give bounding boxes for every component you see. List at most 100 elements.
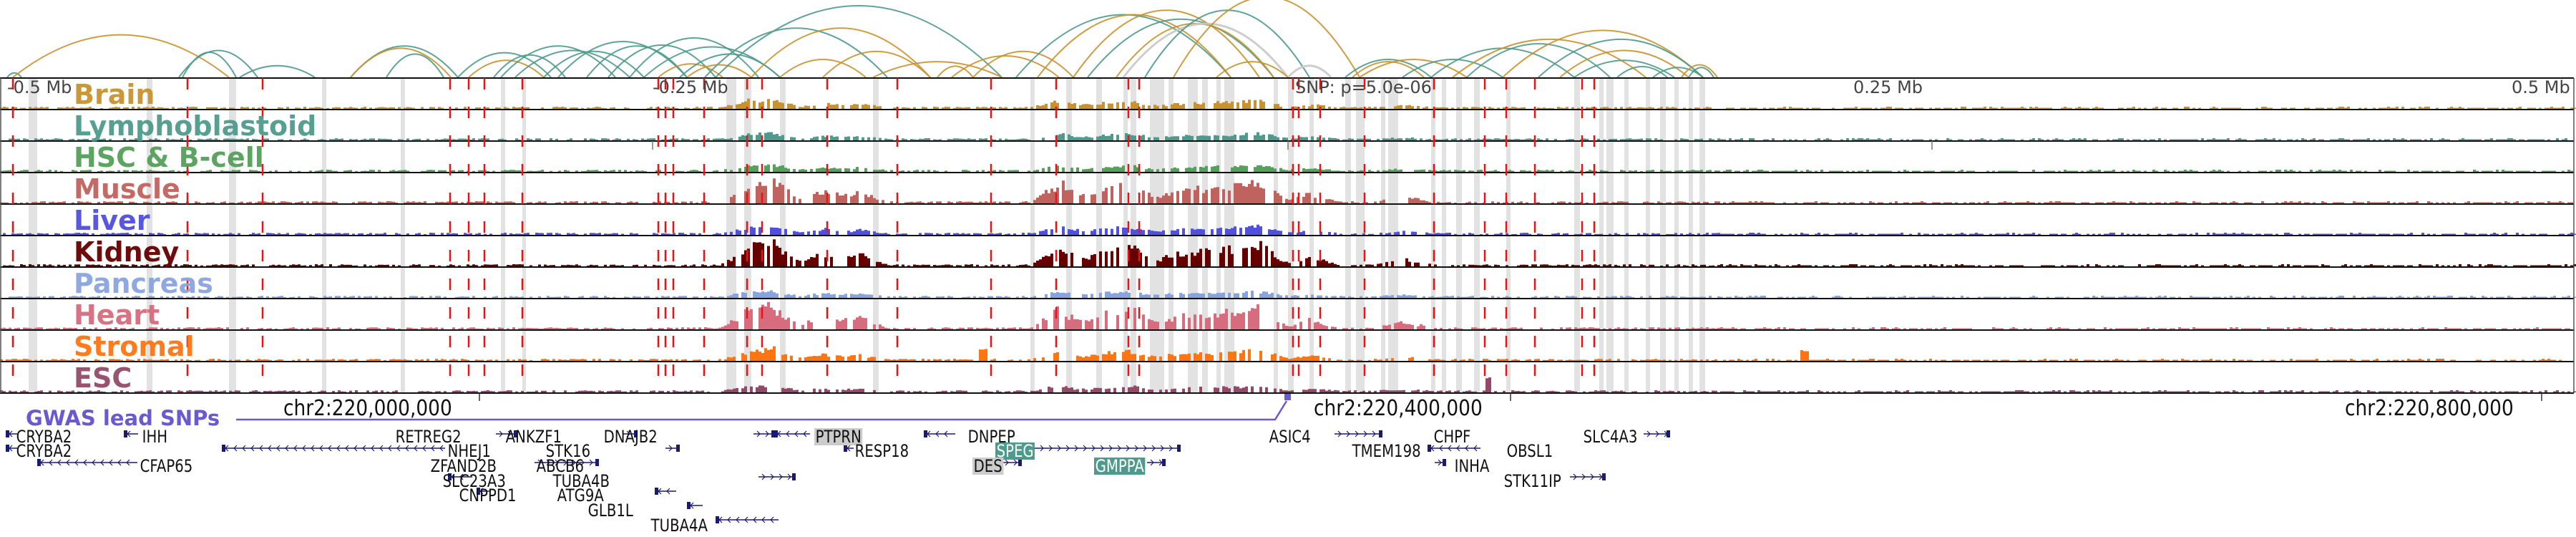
gene-label-tuba4b[interactable]: TUBA4B — [552, 471, 610, 491]
gene-glyph — [655, 488, 676, 495]
gene-glyph — [1570, 473, 1606, 480]
row-borders — [0, 77, 2575, 401]
signal-bars — [0, 178, 2573, 203]
chevron-right-icon — [507, 430, 512, 437]
chevron-right-icon — [537, 459, 542, 466]
signal-bars — [9, 132, 2567, 140]
gene-label-cfap65[interactable]: CFAP65 — [140, 456, 193, 476]
signal-track-heart — [0, 301, 2570, 329]
interaction-arc — [779, 59, 867, 78]
gene-exon — [6, 430, 9, 437]
chevron-left-icon — [666, 488, 670, 495]
chevron-left-icon — [753, 516, 757, 523]
track-label-heart: Heart — [74, 299, 160, 331]
gene-glyph — [222, 445, 445, 452]
chevron-left-icon — [293, 445, 298, 452]
gene-glyph — [535, 459, 599, 466]
chevron-right-icon — [1005, 459, 1009, 466]
chevron-left-icon — [302, 445, 306, 452]
gene-label-cryba2-2[interactable]: CRYBA2 — [16, 441, 72, 461]
interaction-arc — [1144, 9, 1310, 78]
chevron-right-icon — [1117, 445, 1121, 452]
gene-exon — [1177, 445, 1181, 452]
interaction-arc — [1538, 39, 1704, 78]
chevron-left-icon — [770, 516, 774, 523]
gene-exon — [595, 459, 599, 466]
track-label-pancreas: Pancreas — [74, 268, 213, 299]
chevron-left-icon — [371, 445, 375, 452]
gene-label-tmem198[interactable]: TMEM198 — [1352, 441, 1421, 461]
gene-label-atg9a[interactable]: ATG9A — [557, 485, 604, 505]
chevron-left-icon — [1465, 445, 1469, 452]
interaction-arcs — [6, 0, 1718, 79]
gene-label-glb1l[interactable]: GLB1L — [587, 500, 633, 521]
interaction-arc — [1652, 67, 1704, 78]
gene-label-ptprn[interactable]: PTPRN — [814, 427, 863, 447]
interaction-arc — [629, 37, 759, 78]
gene-label-obsl1[interactable]: OBSL1 — [1506, 441, 1553, 461]
chevron-left-icon — [74, 459, 79, 466]
signal-bars — [0, 164, 2573, 172]
gene-label-cryba2[interactable]: CRYBA2 — [16, 427, 72, 447]
interaction-arc — [386, 53, 444, 78]
gwas-lead-snps-label: GWAS lead SNPs — [26, 406, 220, 430]
chevron-left-icon — [388, 445, 392, 452]
chevron-left-icon — [803, 430, 807, 437]
gene-label-tuba4a[interactable]: TUBA4A — [650, 516, 708, 536]
gene-label-slc23a3[interactable]: SLC23A3 — [442, 471, 506, 491]
chevron-right-icon — [756, 430, 761, 437]
chevron-right-icon — [1372, 430, 1376, 437]
chevron-right-icon — [1083, 445, 1087, 452]
chevron-right-icon — [1013, 459, 1018, 466]
gene-label-chpf[interactable]: CHPF — [1433, 427, 1471, 447]
gene-label-dnajb2[interactable]: DNAJB2 — [603, 427, 658, 447]
gene-label-asic4[interactable]: ASIC4 — [1269, 427, 1311, 447]
gene-label-inha[interactable]: INHA — [1454, 456, 1490, 476]
gene-glyph — [6, 445, 17, 452]
chevron-left-icon — [268, 445, 272, 452]
interaction-arc — [514, 49, 630, 78]
interaction-arc — [1688, 67, 1714, 78]
gene-label-speg[interactable]: SPEG — [995, 441, 1035, 461]
gene-glyph — [1028, 445, 1181, 452]
gene-label-ankzf1[interactable]: ANKZF1 — [505, 427, 562, 447]
gene-exon — [676, 445, 680, 452]
interaction-arc — [1502, 29, 1704, 78]
signal-track-brain — [0, 98, 2576, 109]
chevron-left-icon — [396, 445, 401, 452]
gene-label-retreg2[interactable]: RETREG2 — [395, 427, 462, 447]
chevron-left-icon — [431, 445, 435, 452]
interaction-arc — [715, 5, 1002, 78]
chevron-left-icon — [126, 459, 130, 466]
interaction-arc — [350, 47, 452, 78]
gene-exon — [716, 516, 719, 523]
gene-label-gmppa[interactable]: GMPPA — [1094, 456, 1146, 476]
chevron-left-icon — [259, 445, 263, 452]
gene-label-stk16[interactable]: STK16 — [545, 441, 591, 461]
gene-label-slc4a3[interactable]: SLC4A3 — [1583, 427, 1638, 447]
gene-label-nhej1[interactable]: NHEJ1 — [447, 441, 491, 461]
gene-label-zfand2b[interactable]: ZFAND2B — [430, 456, 497, 476]
signal-bars — [0, 301, 2570, 329]
chevron-right-icon — [1438, 459, 1442, 466]
interaction-arc — [872, 61, 1002, 78]
interaction-arc — [1037, 14, 1231, 78]
gene-label-stk11ip[interactable]: STK11IP — [1503, 471, 1561, 491]
chevron-left-icon — [345, 445, 349, 452]
chevron-left-icon — [109, 459, 113, 466]
chevron-left-icon — [405, 445, 409, 452]
gene-glyph — [758, 473, 796, 480]
chevron-right-icon — [787, 473, 791, 480]
signal-bars — [0, 98, 2576, 109]
gene-label-resp18[interactable]: RESP18 — [854, 441, 909, 461]
interaction-arc — [1173, 0, 1360, 78]
gene-label-abcb6[interactable]: ABCB6 — [536, 456, 585, 476]
chevron-right-icon — [572, 459, 576, 466]
gene-exon — [222, 445, 225, 452]
chevron-right-icon — [589, 459, 593, 466]
chevron-right-icon — [1100, 445, 1104, 452]
gene-label-cnppd1[interactable]: CNPPD1 — [459, 485, 517, 505]
gene-label-des[interactable]: DES — [972, 456, 1004, 476]
gene-exon — [1018, 459, 1022, 466]
gene-label-ihh[interactable]: IHH — [142, 427, 168, 447]
